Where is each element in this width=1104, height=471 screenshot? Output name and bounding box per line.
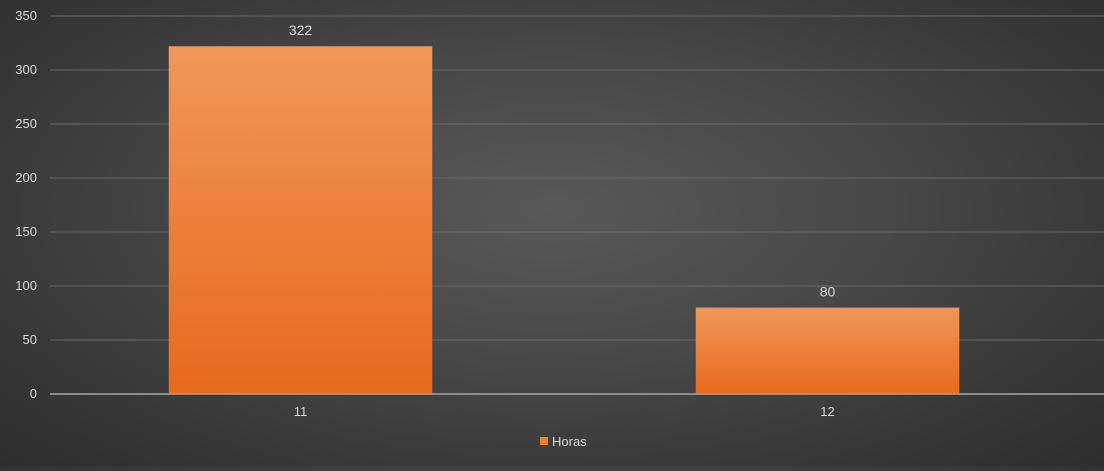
bar-12[interactable]: [695, 307, 960, 394]
legend-swatch: [540, 437, 548, 445]
legend[interactable]: Horas: [540, 434, 587, 449]
y-tick-label: 50: [23, 332, 37, 347]
bar-11[interactable]: [168, 46, 433, 395]
data-labels: 322 80: [289, 22, 836, 299]
y-axis-tick-labels: 0 50 100 150 200 250 300 350: [15, 8, 37, 401]
y-tick-label: 250: [15, 116, 37, 131]
y-tick-label: 300: [15, 62, 37, 77]
y-tick-label: 0: [30, 386, 37, 401]
y-tick-label: 200: [15, 170, 37, 185]
x-axis-tick-labels: 11 12: [294, 404, 835, 419]
y-tick-label: 100: [15, 278, 37, 293]
data-label: 322: [289, 22, 313, 38]
bars: [168, 46, 960, 395]
legend-label: Horas: [552, 434, 587, 449]
y-tick-label: 350: [15, 8, 37, 23]
y-tick-label: 150: [15, 224, 37, 239]
x-tick-label: 11: [294, 404, 308, 419]
x-tick-label: 12: [820, 404, 834, 419]
data-label: 80: [820, 284, 836, 300]
